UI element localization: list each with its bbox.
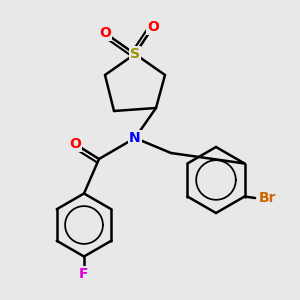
Text: Br: Br — [259, 191, 277, 205]
Text: S: S — [130, 47, 140, 61]
Text: O: O — [147, 20, 159, 34]
Text: O: O — [99, 26, 111, 40]
Text: F: F — [79, 267, 89, 281]
Text: O: O — [69, 137, 81, 151]
Text: N: N — [129, 131, 141, 145]
